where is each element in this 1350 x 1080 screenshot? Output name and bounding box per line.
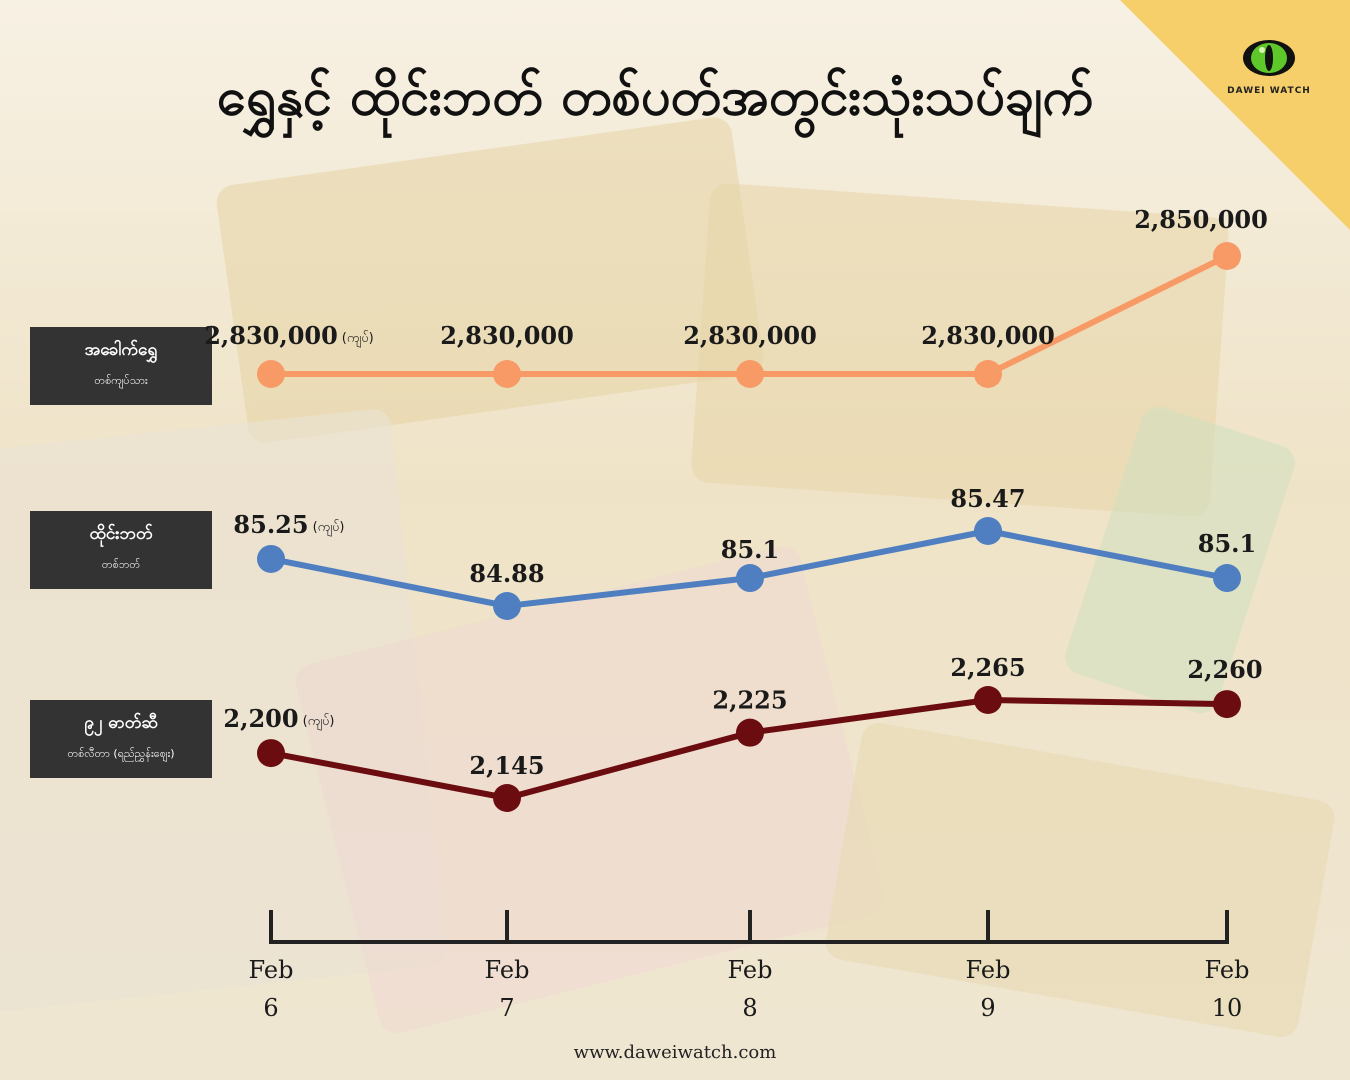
data-label-baht: 85.1 — [1198, 529, 1256, 558]
data-label-gold: 2,850,000 — [1134, 205, 1268, 234]
row-label-unit: တစ်ကျပ်သား — [94, 374, 148, 387]
data-point-fuel — [736, 718, 764, 747]
x-tick-label-day: 7 — [499, 994, 514, 1022]
data-label-gold: 2,830,000 — [683, 321, 817, 350]
data-label-baht: 85.1 — [721, 535, 779, 564]
data-point-gold — [257, 360, 285, 388]
data-point-fuel — [1213, 690, 1241, 719]
data-point-gold — [493, 360, 521, 388]
data-label-fuel: 2,260 — [1187, 655, 1262, 684]
brand-logo: DAWEI WATCH — [1224, 38, 1314, 96]
data-label-baht: 85.47 — [950, 484, 1025, 513]
data-label-gold: 2,830,000 — [440, 321, 574, 350]
corner-triangle — [1120, 0, 1350, 230]
data-point-baht — [974, 517, 1002, 545]
data-point-gold — [736, 360, 764, 388]
data-point-gold — [974, 360, 1002, 388]
x-tick-label-day: 9 — [980, 994, 995, 1022]
data-point-baht — [736, 564, 764, 593]
data-label-fuel: 2,145 — [469, 751, 544, 780]
row-label-fuel: ၉၂ ဓာတ်ဆီ တစ်လီတာ (ရည်ညွှန်းဈေး) — [30, 700, 212, 778]
data-point-fuel — [493, 784, 521, 812]
data-label-fuel: 2,265 — [950, 653, 1025, 682]
row-label-title: ထိုင်းဘတ် — [89, 524, 153, 544]
data-label-baht: 85.25 — [233, 510, 308, 539]
x-tick-label-month: Feb — [966, 956, 1011, 984]
data-point-fuel — [257, 739, 285, 768]
unit-label-gold: (ကျပ်) — [342, 330, 374, 348]
row-label-title: ၉၂ ဓာတ်ဆီ — [84, 713, 158, 733]
eye-icon — [1243, 40, 1295, 76]
brand-name: DAWEI WATCH — [1227, 86, 1311, 96]
x-tick-label-month: Feb — [1205, 956, 1250, 984]
data-label-baht: 84.88 — [469, 559, 544, 588]
x-tick-label-month: Feb — [485, 956, 530, 984]
footer-url: www.daweiwatch.com — [573, 1042, 777, 1063]
x-tick-label-day: 8 — [742, 994, 757, 1022]
data-point-baht — [257, 544, 285, 573]
series-line-fuel — [270, 697, 1228, 801]
row-label-title: အခေါက်ရွှေ — [84, 340, 158, 360]
data-point-baht — [1213, 564, 1241, 593]
series-line-gold — [271, 253, 1229, 377]
x-tick-label-month: Feb — [728, 956, 773, 984]
x-tick-label-day: 10 — [1212, 994, 1243, 1022]
data-point-gold — [1213, 242, 1241, 270]
data-label-gold: 2,830,000 — [921, 321, 1055, 350]
page-title: ရွှေနှင့် ထိုင်းဘတ် တစ်ပတ်အတွင်းသုံးသပ်ခ… — [216, 67, 1094, 127]
row-label-unit: တစ်ဘတ် — [101, 558, 141, 571]
data-label-gold: 2,830,000 — [204, 321, 338, 350]
row-label-baht: ထိုင်းဘတ် တစ်ဘတ် — [30, 511, 212, 589]
data-point-baht — [493, 592, 521, 620]
unit-label-baht: (ကျပ်) — [313, 519, 345, 537]
data-label-fuel: 2,200 — [223, 704, 298, 733]
x-tick-label-day: 6 — [263, 994, 278, 1022]
row-label-unit: တစ်လီတာ (ရည်ညွှန်းဈေး) — [67, 747, 175, 760]
x-tick-label-month: Feb — [249, 956, 294, 984]
row-label-gold: အခေါက်ရွှေ တစ်ကျပ်သား — [30, 327, 212, 405]
unit-label-fuel: (ကျပ်) — [303, 713, 335, 731]
data-label-fuel: 2,225 — [712, 686, 787, 715]
data-point-fuel — [974, 686, 1002, 714]
